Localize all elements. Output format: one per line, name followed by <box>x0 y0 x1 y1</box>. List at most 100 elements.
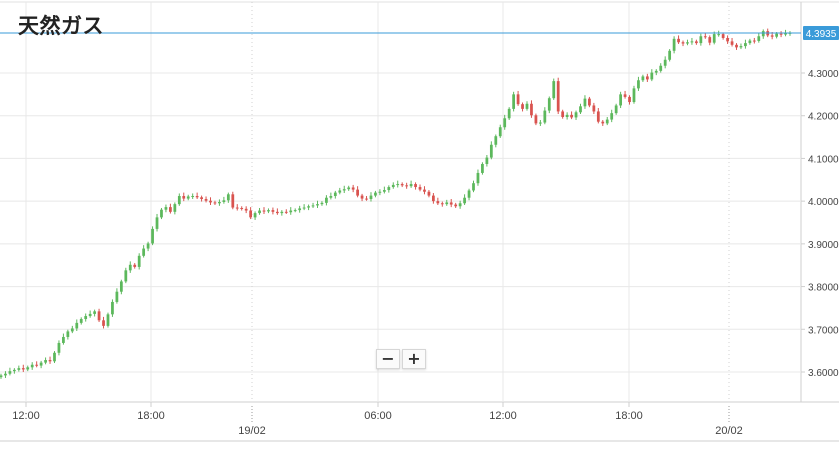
candle-body <box>489 144 493 158</box>
candle-body <box>494 136 498 145</box>
candle-body <box>4 373 7 376</box>
candle-body <box>748 40 752 44</box>
candle-body <box>686 42 689 44</box>
candle-body <box>200 197 203 200</box>
candle-body <box>284 211 288 213</box>
candle-body <box>547 98 551 111</box>
candle-body <box>102 320 105 326</box>
candle-body <box>699 36 703 44</box>
candle-body <box>262 210 266 212</box>
candle-body <box>538 122 542 124</box>
candle-body <box>235 207 239 209</box>
candle-body <box>204 199 208 201</box>
candle-body <box>761 31 765 37</box>
candle-body <box>712 34 716 43</box>
candle-body <box>258 210 261 214</box>
candle-body <box>115 291 119 302</box>
candle-body <box>512 94 516 109</box>
candle-body <box>382 190 386 192</box>
candle-body <box>418 187 422 190</box>
candle-body <box>137 255 141 267</box>
candle-body <box>75 322 79 329</box>
axes: 4.3000 4.2000 4.1000 4.0000 3.9000 3.8000 3.70… <box>0 26 839 437</box>
candle-body <box>17 368 21 370</box>
candle-body <box>672 38 676 51</box>
candle-body <box>62 336 65 343</box>
candle-body <box>641 76 645 81</box>
candle-body <box>182 196 186 199</box>
candle-body <box>338 190 342 193</box>
candle-body <box>93 311 96 314</box>
y-tick-label: 3.7000 <box>808 325 839 336</box>
candle-body <box>0 375 3 378</box>
candle-body <box>231 194 235 208</box>
candle-body <box>757 36 761 41</box>
candle-body <box>628 96 631 103</box>
y-tick-label: 4.1000 <box>808 154 839 165</box>
date-tick-label: 19/02 <box>238 425 266 437</box>
candle-body <box>730 41 734 45</box>
candle-body <box>347 187 351 190</box>
x-tick-label: 12:00 <box>489 410 517 422</box>
candle-body <box>21 368 25 370</box>
candle-body <box>267 210 270 212</box>
candle-body <box>271 210 275 212</box>
zoom-in-button[interactable]: + <box>402 349 426 369</box>
candle-body <box>552 81 556 99</box>
candle-body <box>775 33 779 37</box>
candle-body <box>325 197 328 203</box>
candle-body <box>97 311 101 321</box>
candle-body <box>35 364 39 366</box>
current-price-label: 4.3935 <box>806 29 837 40</box>
candle-body <box>342 189 346 191</box>
candle-body <box>44 360 47 363</box>
candle-body <box>186 196 190 199</box>
candle-body <box>191 196 195 198</box>
candle-body <box>632 88 636 103</box>
candle-body <box>311 205 315 207</box>
candle-body <box>53 352 56 362</box>
candle-body <box>623 94 627 97</box>
candle-body <box>275 211 279 214</box>
candle-body <box>476 172 480 184</box>
candle-body <box>356 189 359 196</box>
candle-body <box>770 35 774 37</box>
candle-body <box>690 41 694 43</box>
candle-body <box>565 114 569 117</box>
candle-body <box>240 207 244 209</box>
candle-body <box>169 207 172 212</box>
candle-body <box>142 248 146 256</box>
candle-body <box>164 207 168 210</box>
candle-body <box>744 43 747 47</box>
candle-body <box>779 33 783 35</box>
zoom-out-button[interactable]: − <box>376 349 400 369</box>
x-tick-label: 18:00 <box>137 410 165 422</box>
candle-body <box>106 314 110 326</box>
candle-body <box>146 243 150 249</box>
candle-body <box>708 37 712 43</box>
candle-body <box>726 37 729 42</box>
candle-body <box>735 44 738 48</box>
candle-body <box>503 118 507 128</box>
candle-body <box>12 369 16 372</box>
candle-body <box>458 203 462 207</box>
candle-body <box>507 108 511 119</box>
candle-body <box>556 81 560 112</box>
candle-body <box>307 206 310 208</box>
candle-body <box>703 36 707 38</box>
candle-body <box>427 191 431 196</box>
candle-body <box>48 360 52 362</box>
candle-body <box>605 119 609 124</box>
candle-body <box>351 187 355 190</box>
y-tick-label: 3.8000 <box>808 283 839 294</box>
candle-body <box>79 319 83 323</box>
candle-body <box>374 192 377 196</box>
candle-body <box>588 98 591 106</box>
candle-body <box>432 195 435 202</box>
candle-body <box>289 210 293 213</box>
candle-body <box>463 197 466 204</box>
candle-body <box>485 157 489 164</box>
candle-body <box>369 195 373 200</box>
